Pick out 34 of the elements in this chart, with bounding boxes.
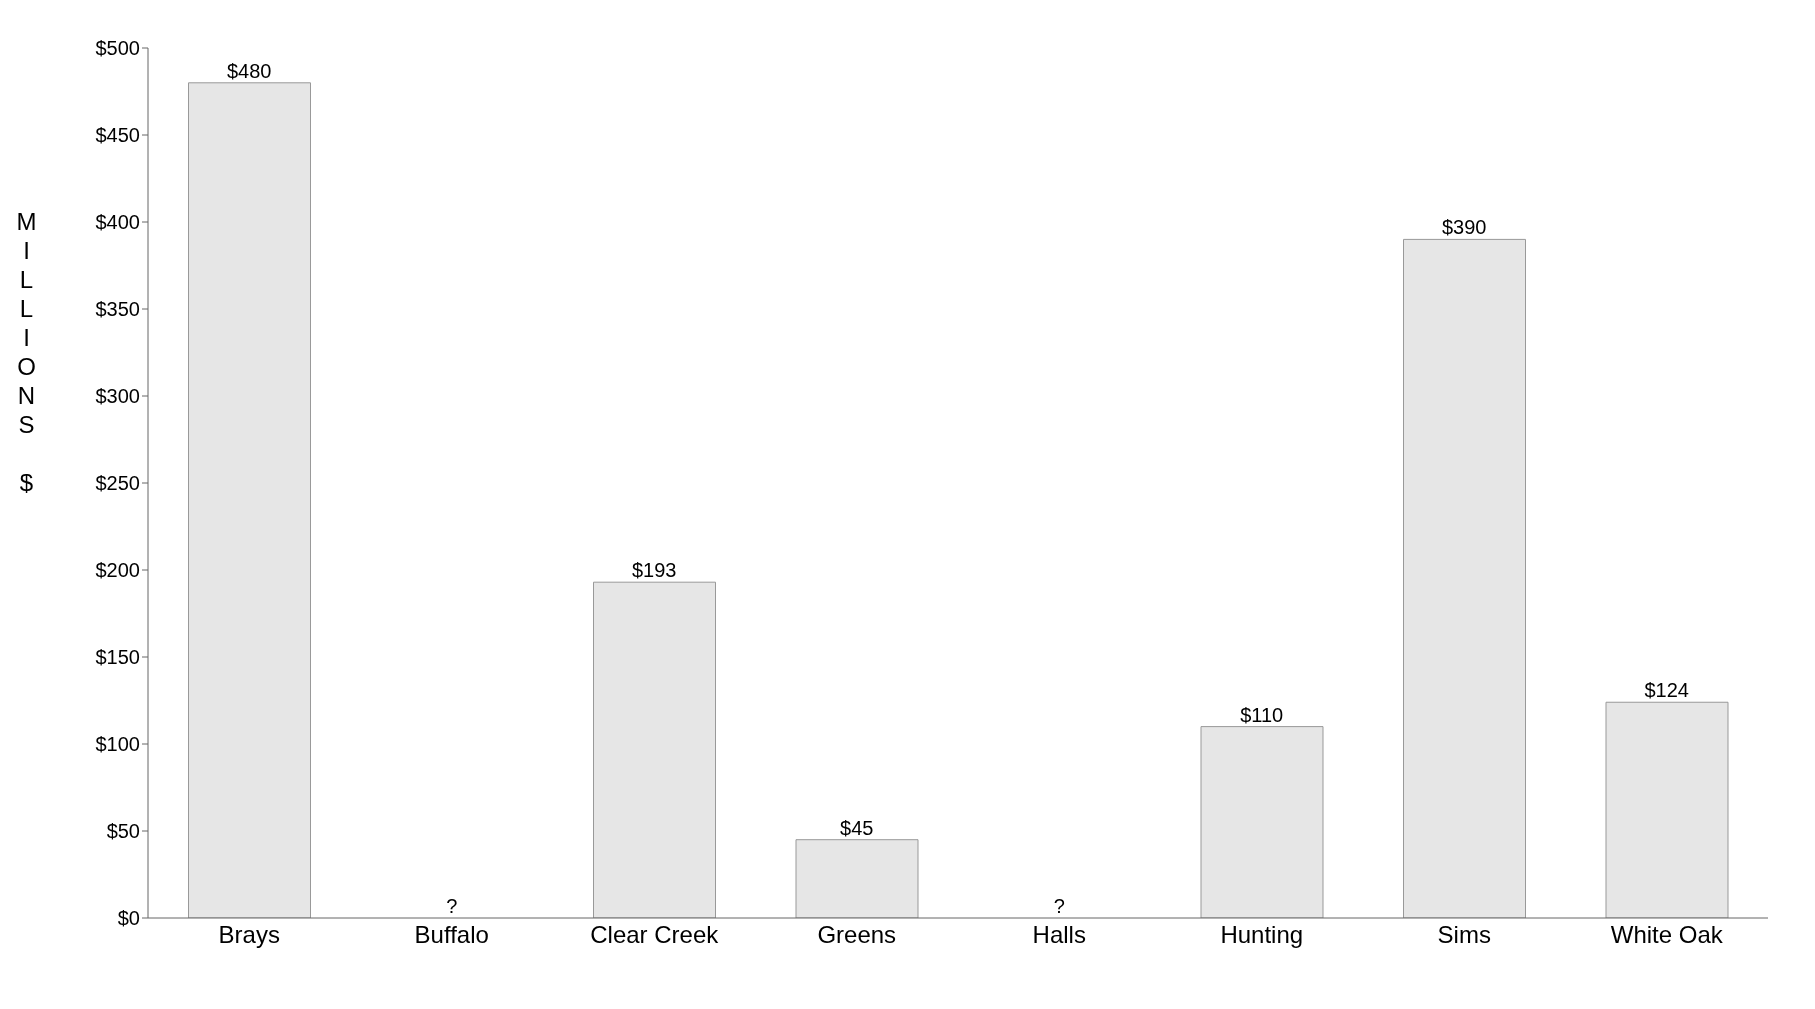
data-label: $480	[227, 59, 272, 82]
x-tick-label: Halls	[1032, 921, 1086, 949]
text: ?	[1053, 895, 1065, 917]
x-tick-label: White Oak	[1610, 921, 1724, 949]
y-tick-label: $150	[95, 646, 140, 669]
y-tick-label: $200	[95, 559, 140, 582]
data-label: $124	[1644, 679, 1689, 702]
y-tick-label: $100	[95, 733, 140, 756]
x-tick-label: Greens	[817, 921, 897, 949]
x-tick-label: Sims	[1437, 921, 1491, 949]
data-label: $110	[1240, 703, 1284, 726]
bar	[593, 581, 716, 918]
x-tick-label: Buffalo	[414, 921, 489, 949]
bar	[1403, 238, 1526, 918]
data-label: $193	[632, 559, 677, 582]
y-axis-title: MILLIONS $	[12, 208, 40, 498]
x-tick-label: Brays	[218, 921, 280, 949]
y-tick-label: $250	[95, 472, 140, 495]
data-label: $390	[1442, 216, 1487, 239]
x-tick-label: Hunting	[1220, 921, 1304, 949]
bar	[188, 82, 311, 918]
y-tick-label: $50	[106, 820, 140, 843]
y-tick-label: $400	[95, 211, 140, 234]
y-tick-label: $300	[95, 385, 140, 408]
bar	[1200, 726, 1324, 918]
bar	[1605, 701, 1729, 918]
bar	[795, 839, 919, 918]
y-tick-label: $450	[95, 124, 140, 147]
y-tick-label: $0	[117, 907, 140, 930]
text: ?	[446, 895, 458, 917]
x-tick-label: Clear Creek	[590, 921, 720, 949]
y-tick-label: $500	[95, 37, 140, 60]
y-tick-label: $350	[95, 298, 140, 321]
data-label: $45	[840, 816, 874, 839]
